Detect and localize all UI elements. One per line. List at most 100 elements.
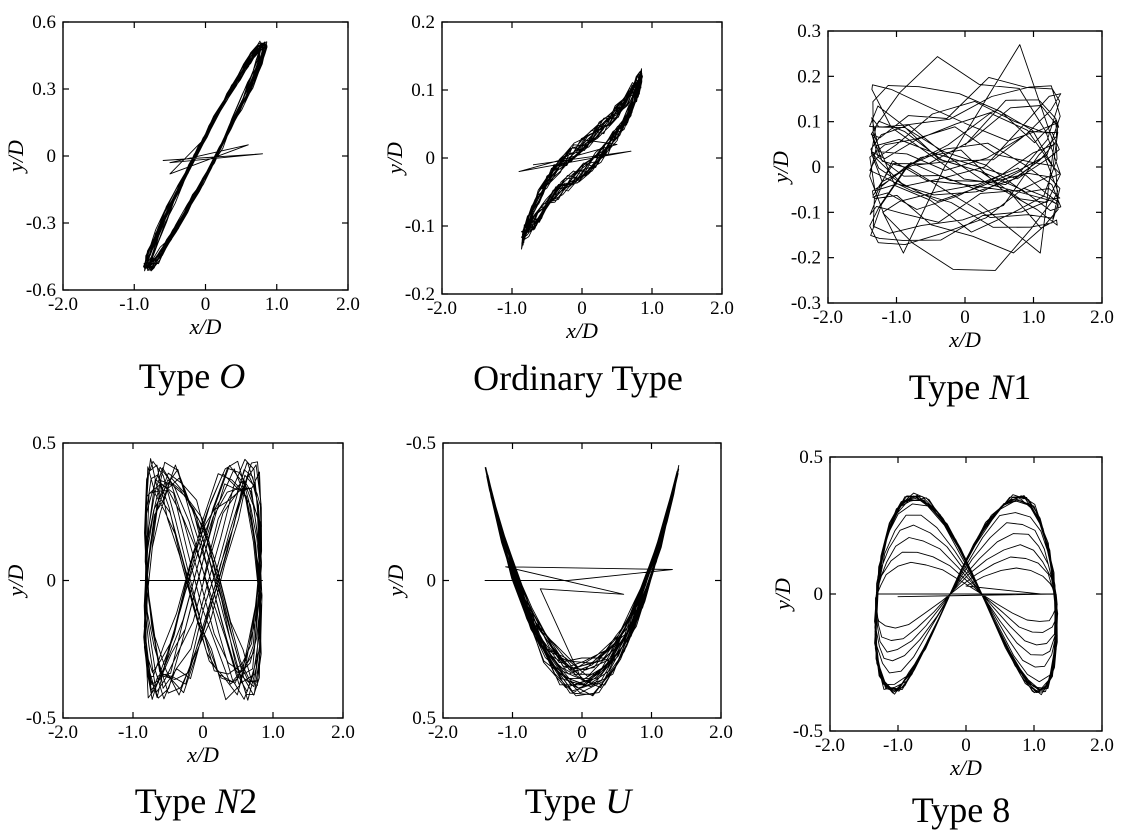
y-tick-label: -0.6	[26, 280, 56, 301]
y-tick-label: 0	[47, 146, 57, 167]
y-tick-label: 0	[426, 148, 436, 169]
y-axis-label: y/D	[382, 142, 407, 176]
x-tick-label: 2.0	[336, 294, 360, 315]
chart-panel: -2.0 -1.0 0 1.0 2.0 0.2 0.1 0 -0.1 -0.2 x/D y/D	[382, 12, 734, 343]
y-tick-label: 0.3	[32, 79, 56, 100]
panel-caption: Type 8	[912, 790, 1010, 830]
y-tick-label: 0	[812, 157, 822, 178]
y-tick-label: 0.1	[797, 112, 821, 133]
x-tick-label: -2.0	[428, 722, 458, 743]
trajectory-line	[484, 465, 680, 697]
x-tick-label: 1.0	[261, 722, 285, 743]
y-tick-label: -0.3	[26, 213, 56, 234]
y-tick-label: 0	[47, 571, 57, 592]
trajectory-line	[143, 40, 268, 272]
caption-prefix: Type	[525, 781, 605, 821]
panel-caption: Type N2	[135, 781, 257, 821]
x-tick-label: -1.0	[497, 722, 527, 743]
y-tick-label: -0.2	[791, 248, 821, 269]
y-tick-label: 0.2	[797, 66, 821, 87]
chart-panel: -2.0 -1.0 0 1.0 2.0 0.5 0 -0.5 x/D y/D	[3, 433, 355, 767]
chart-panel: -2.0 -1.0 0 1.0 2.0 -0.5 0 0.5 x/D y/D	[383, 433, 733, 767]
x-axis-label: x/D	[948, 327, 981, 352]
plot-frame	[62, 21, 349, 291]
x-axis-label: x/D	[186, 742, 219, 767]
y-tick-label: 0	[814, 584, 824, 605]
y-tick-label: 0.5	[412, 708, 436, 729]
x-tick-label: 0	[577, 298, 587, 319]
x-tick-label: -1.0	[497, 298, 527, 319]
x-tick-label: -1.0	[119, 294, 149, 315]
caption-suffix: 8	[992, 790, 1010, 830]
x-tick-label: 2.0	[1090, 307, 1114, 328]
chart-panel: -2.0 -1.0 0 1.0 2.0 0.3 0.2 0.1 0 -0.1 -0.2 -0.3 x/D…	[768, 21, 1114, 352]
x-tick-label: -1.0	[881, 307, 911, 328]
caption-italic: O	[219, 356, 245, 396]
caption-prefix: Type	[139, 356, 219, 396]
x-tick-label: 1.0	[640, 298, 664, 319]
y-axis-label: y/D	[770, 578, 795, 612]
y-tick-label: 0.6	[32, 12, 56, 33]
caption-italic: N	[988, 367, 1015, 407]
x-tick-label: -2.0	[48, 294, 78, 315]
y-tick-label: -0.1	[405, 216, 435, 237]
y-tick-label: 0.3	[797, 21, 821, 42]
caption-prefix: Ordinary Type	[473, 358, 683, 398]
x-tick-label: -1.0	[883, 735, 913, 756]
x-tick-label: 1.0	[640, 722, 664, 743]
y-tick-label: 0.5	[32, 433, 56, 454]
trajectory-line	[140, 458, 263, 701]
x-tick-label: 1.0	[1022, 307, 1046, 328]
panel-caption: Type O	[139, 356, 245, 396]
x-axis-label: x/D	[565, 318, 598, 343]
y-tick-label: -0.5	[406, 433, 436, 454]
x-tick-label: 2.0	[1090, 735, 1114, 756]
x-tick-label: 2.0	[331, 722, 355, 743]
y-tick-label: 0	[427, 571, 437, 592]
caption-italic: N	[214, 781, 241, 821]
x-tick-label: 0	[577, 722, 587, 743]
caption-suffix: 2	[239, 781, 257, 821]
y-axis-label: y/D	[3, 140, 28, 174]
x-tick-label: -2.0	[427, 298, 457, 319]
x-tick-label: -2.0	[815, 735, 845, 756]
y-tick-label: 0.2	[411, 12, 435, 33]
y-axis-label: y/D	[768, 151, 793, 185]
chart-panel: -2.0 -1.0 0 1.0 2.0 0.6 0.3 0 -0.3 -0.6 x/D y/D	[3, 12, 360, 339]
x-tick-label: 1.0	[1022, 735, 1046, 756]
panel-caption: Type N1	[909, 367, 1031, 407]
panel-caption: Ordinary Type	[473, 358, 683, 398]
caption-prefix: Type	[912, 790, 992, 830]
y-tick-label: -0.2	[405, 284, 435, 305]
caption-italic: U	[605, 781, 633, 821]
x-tick-label: -2.0	[48, 722, 78, 743]
x-tick-label: 0	[198, 722, 208, 743]
chart-panel: -2.0 -1.0 0 1.0 2.0 0.5 0 -0.5 x/D y/D	[770, 447, 1114, 780]
trajectory-line	[869, 44, 1062, 271]
caption-suffix: 1	[1013, 367, 1031, 407]
x-tick-label: 0	[961, 735, 971, 756]
x-tick-label: 2.0	[710, 298, 734, 319]
y-tick-label: -0.5	[793, 721, 823, 742]
x-axis-label: x/D	[949, 755, 982, 780]
y-tick-label: -0.1	[791, 202, 821, 223]
caption-prefix: Type	[135, 781, 215, 821]
y-axis-label: y/D	[3, 565, 28, 599]
x-tick-label: -2.0	[813, 307, 843, 328]
x-axis-label: x/D	[189, 314, 222, 339]
trajectory-line	[874, 492, 1059, 696]
caption-prefix: Type	[909, 367, 989, 407]
y-tick-label: 0.5	[799, 447, 823, 468]
trajectory-line	[518, 68, 643, 250]
y-axis-label: y/D	[383, 565, 408, 599]
y-tick-label: -0.3	[791, 293, 821, 314]
x-tick-label: 2.0	[709, 722, 733, 743]
x-tick-label: 1.0	[265, 294, 289, 315]
x-tick-label: 0	[201, 294, 211, 315]
x-axis-label: x/D	[565, 742, 598, 767]
panel-caption: Type U	[525, 781, 633, 821]
x-tick-label: 0	[960, 307, 970, 328]
y-tick-label: -0.5	[26, 708, 56, 729]
y-tick-label: 0.1	[411, 80, 435, 101]
